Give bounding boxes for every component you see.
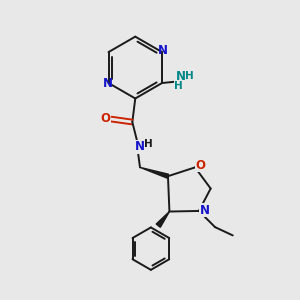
Text: H: H: [175, 81, 183, 91]
Text: H: H: [185, 71, 194, 81]
Text: H: H: [144, 139, 153, 149]
Polygon shape: [156, 212, 170, 227]
Text: N: N: [176, 70, 186, 83]
Text: N: N: [134, 140, 144, 153]
Text: N: N: [158, 44, 168, 57]
Text: O: O: [195, 158, 205, 172]
Text: O: O: [101, 112, 111, 125]
Text: N: N: [103, 77, 112, 90]
Polygon shape: [140, 167, 169, 178]
Text: N: N: [200, 204, 210, 217]
